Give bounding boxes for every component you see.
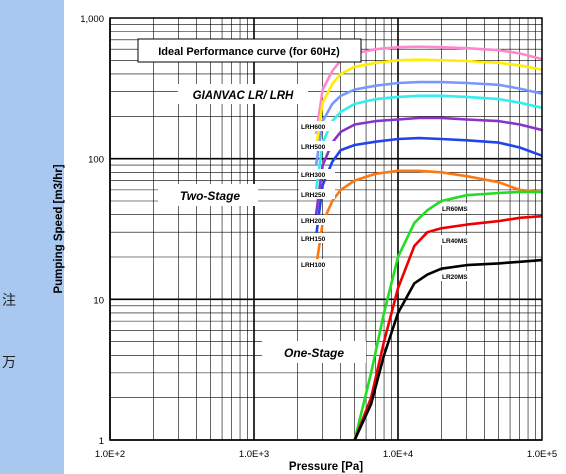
y-axis-label: Pumping Speed [m3/hr]: [53, 164, 65, 293]
series-label-bg: [299, 259, 335, 269]
series-line-lrh200: [314, 136, 543, 237]
chart-title: Ideal Performance curve (for 60Hz): [158, 46, 340, 58]
one-stage-label: One-Stage: [284, 346, 344, 360]
two-stage-bg: [158, 184, 258, 206]
series-label-lrh500: LRH500: [301, 144, 326, 151]
side-mark-1: 注: [2, 293, 16, 309]
series-label-lrh300: LRH300: [301, 172, 326, 179]
x-axis-label: Pressure [Pa]: [289, 461, 363, 473]
plot-border: [109, 17, 543, 441]
series-labels: LRH600 LRH500 LRH300 LRH250 LRH200 LRH150 LRH1…: [299, 121, 480, 281]
two-stage-label: Two-Stage: [180, 189, 241, 203]
series-label-lrh200: LRH200: [301, 218, 326, 225]
family-label-bg: [178, 84, 308, 104]
series-line-lrh150: [314, 169, 543, 268]
series-label-lrh600: LRH600: [301, 124, 326, 131]
x-tick-label: 1.0E+5: [527, 449, 557, 460]
series-line-lrh600: [314, 45, 543, 135]
series-label-bg: [440, 203, 480, 213]
series-label-lr40ms: LR40MS: [442, 238, 468, 245]
series-label-lrh150: LRH150: [301, 236, 326, 243]
family-label: GIANVAC LR/ LRH: [193, 90, 294, 102]
series-label-bg: [299, 233, 335, 243]
x-tick-label: 1.0E+2: [95, 449, 125, 460]
series-label-lrh250: LRH250: [301, 192, 326, 199]
one-stage-bg: [262, 341, 366, 363]
series-label-lr60ms: LR60MS: [442, 206, 468, 213]
y-tick-label: 100: [88, 155, 104, 166]
series-label-lr20ms: LR20MS: [442, 274, 468, 281]
series-line-lr60ms: [353, 190, 542, 441]
x-tick-label: 1.0E+4: [383, 449, 413, 460]
series-line-lrh400: [314, 80, 543, 166]
y-tick-label: 1,000: [80, 14, 104, 25]
tick-labels: 1.0E+2 1.0E+3 1.0E+4 1.0E+5 1 10 100 1,000: [80, 14, 557, 460]
x-tick-label: 1.0E+3: [239, 449, 269, 460]
side-mark-2: 万: [2, 355, 16, 371]
series-label-lrh100: LRH100: [301, 262, 326, 269]
title-box: [137, 38, 362, 63]
series-label-bg: [299, 169, 335, 179]
series-label-bg: [440, 271, 480, 281]
series-line-lr40ms: [353, 214, 543, 441]
series-label-bg: [299, 189, 335, 199]
series-line-lr20ms: [353, 258, 543, 441]
series-label-bg: [299, 141, 335, 151]
series-line-lrh500: [314, 58, 543, 148]
y-tick-label: 1: [99, 436, 104, 447]
series-label-bg: [440, 235, 480, 245]
series-label-bg: [299, 121, 335, 131]
series-label-bg: [299, 215, 335, 225]
y-tick-label: 10: [93, 295, 104, 306]
